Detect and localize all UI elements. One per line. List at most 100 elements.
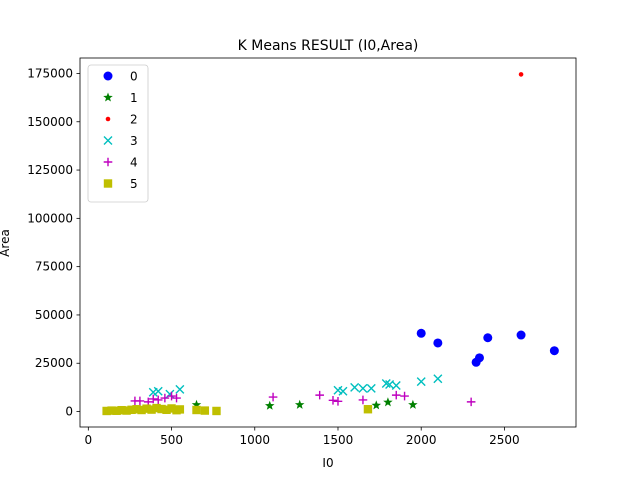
x-tick-label: 2000 <box>406 433 437 447</box>
legend-marker <box>105 116 111 122</box>
data-point <box>294 399 305 409</box>
data-point <box>358 395 368 405</box>
data-point <box>102 406 111 416</box>
legend-label: 3 <box>130 134 138 148</box>
data-point <box>153 395 163 405</box>
data-point <box>135 396 145 406</box>
chart-title: K Means RESULT (I0,Area) <box>238 38 419 54</box>
data-point <box>175 405 185 414</box>
data-point <box>192 405 201 415</box>
legend-label: 5 <box>130 177 138 191</box>
data-point <box>112 406 121 415</box>
axes: 0 500 1000 1500 2000 250002500050000750001000… <box>27 57 577 447</box>
data-point <box>157 404 166 414</box>
x-tick-label: 0 <box>85 433 93 447</box>
y-tick-label: 150000 <box>27 115 73 129</box>
data-point <box>483 333 493 343</box>
legend: 0 1 2 3 4 5 <box>87 64 149 203</box>
data-point <box>433 338 443 348</box>
data-point <box>358 383 368 393</box>
series-2 <box>518 72 524 77</box>
data-point <box>137 405 146 415</box>
legend-item-4: 4 <box>103 156 138 170</box>
data-point <box>132 405 141 414</box>
plot-frame <box>79 57 577 428</box>
x-tick-label: 2500 <box>489 433 520 447</box>
data-point <box>162 405 171 415</box>
data-point <box>264 400 275 410</box>
legend-item-3: 3 <box>103 134 138 148</box>
data-point <box>408 399 418 409</box>
legend-label: 1 <box>130 91 138 105</box>
x-tick-label: 1000 <box>239 433 270 447</box>
data-point <box>333 397 343 406</box>
data-point <box>200 406 210 415</box>
y-tick-label: 50000 <box>35 308 73 322</box>
data-point <box>127 405 136 415</box>
data-point <box>518 72 524 77</box>
legend-label: 2 <box>130 113 138 127</box>
data-point <box>381 379 391 389</box>
data-point <box>268 392 278 402</box>
legend-marker <box>103 136 113 145</box>
legend-item-5: 5 <box>103 177 138 191</box>
x-tick-label: 1500 <box>323 433 354 447</box>
data-point <box>416 328 426 338</box>
series-4 <box>130 390 476 407</box>
data-point <box>383 397 393 407</box>
y-tick-label: 75000 <box>35 260 73 274</box>
data-point <box>165 389 175 399</box>
legend-label: 0 <box>130 70 138 84</box>
legend-box <box>87 64 149 203</box>
data-point <box>148 394 158 404</box>
data-point <box>516 330 526 340</box>
legend-label: 4 <box>130 156 138 170</box>
data-point <box>391 390 401 400</box>
legend-item-1: 1 <box>103 91 138 105</box>
y-tick-label: 0 <box>65 405 73 419</box>
legend-item-0: 0 <box>103 70 138 84</box>
legend-item-2: 2 <box>105 113 138 127</box>
plot-area <box>102 72 559 416</box>
data-point <box>212 406 221 416</box>
legend-marker <box>103 157 113 167</box>
data-point <box>400 391 409 401</box>
data-point <box>328 396 338 405</box>
data-point <box>466 397 476 407</box>
data-point <box>172 393 181 403</box>
y-tick-label: 125000 <box>27 163 73 177</box>
data-point <box>433 374 443 384</box>
data-point <box>191 399 202 409</box>
data-point <box>142 404 151 413</box>
data-point <box>122 406 131 415</box>
data-point <box>147 405 156 414</box>
data-point <box>416 377 426 387</box>
data-point <box>167 391 176 401</box>
data-point <box>338 386 348 396</box>
legend-marker <box>103 71 113 81</box>
data-point <box>350 382 360 392</box>
legend-marker <box>103 179 113 188</box>
y-tick-label: 25000 <box>35 356 73 370</box>
series-3 <box>148 374 443 399</box>
x-axis-label: I0 <box>322 456 333 470</box>
data-point <box>167 404 176 413</box>
data-point <box>175 384 185 394</box>
series-1 <box>191 397 418 410</box>
data-point <box>315 390 324 400</box>
data-point <box>549 346 559 356</box>
data-point <box>117 405 126 415</box>
series-0 <box>416 328 559 367</box>
y-tick-label: 100000 <box>27 211 73 225</box>
data-point <box>363 405 373 414</box>
x-tick-label: 500 <box>160 433 183 447</box>
data-point <box>371 400 382 410</box>
data-point <box>152 403 161 413</box>
data-point <box>366 383 376 393</box>
series-5 <box>102 403 373 416</box>
data-point <box>391 380 401 390</box>
data-point <box>107 406 116 415</box>
data-point <box>474 353 484 363</box>
data-point <box>153 386 163 396</box>
